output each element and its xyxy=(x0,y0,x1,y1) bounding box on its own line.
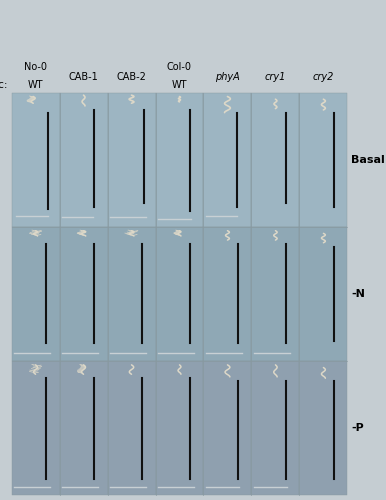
Bar xyxy=(203,361,251,495)
Bar xyxy=(300,226,347,361)
Bar xyxy=(203,92,251,226)
Bar xyxy=(59,226,108,361)
Bar xyxy=(251,361,300,495)
Text: CAB-1: CAB-1 xyxy=(69,72,98,82)
Text: Basal: Basal xyxy=(351,154,385,164)
Bar xyxy=(300,361,347,495)
Bar xyxy=(12,226,59,361)
Bar xyxy=(59,361,108,495)
Bar xyxy=(12,92,59,226)
Text: WT: WT xyxy=(28,80,43,90)
Bar xyxy=(203,226,251,361)
Text: phyA: phyA xyxy=(215,72,240,82)
Bar xyxy=(108,361,156,495)
Bar xyxy=(156,92,203,226)
Text: CAB-2: CAB-2 xyxy=(117,72,146,82)
Bar xyxy=(108,226,156,361)
Bar xyxy=(12,361,59,495)
Bar xyxy=(59,92,108,226)
Text: WT: WT xyxy=(172,80,187,90)
Bar xyxy=(156,361,203,495)
Text: -N: -N xyxy=(351,289,365,298)
Text: -P: -P xyxy=(351,423,364,433)
Text: Col-0: Col-0 xyxy=(167,62,192,72)
Bar xyxy=(156,226,203,361)
Text: Bc:: Bc: xyxy=(0,80,8,90)
Bar xyxy=(108,92,156,226)
Text: cry1: cry1 xyxy=(265,72,286,82)
Bar xyxy=(251,92,300,226)
Text: No-0: No-0 xyxy=(24,62,47,72)
Bar xyxy=(300,92,347,226)
Bar xyxy=(251,226,300,361)
Text: cry2: cry2 xyxy=(313,72,334,82)
